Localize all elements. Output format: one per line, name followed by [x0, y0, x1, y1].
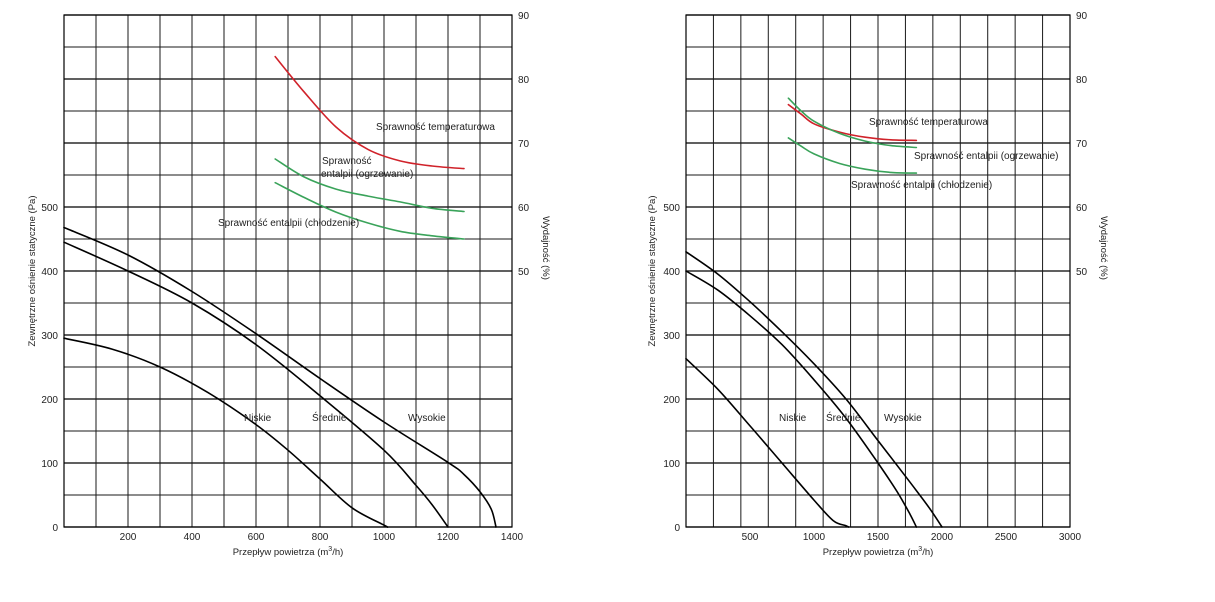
y-axis-label: Zewnętrzne ośnienie statyczne (Pa) [647, 195, 658, 346]
y2-tick-label: 70 [518, 139, 530, 150]
y-tick-label: 0 [674, 523, 680, 534]
axis-ticks: 500 1000 1500 2000 2500 3000 0 100 200 300 400 500 5… [663, 11, 1087, 543]
y-tick-label: 300 [663, 331, 680, 342]
label-niskie: Niskie [244, 413, 272, 424]
x-tick-label: 400 [184, 532, 201, 543]
pressure-curve-niskie [685, 357, 850, 528]
label-wysokie: Wysokie [884, 413, 922, 424]
y-tick-label: 0 [52, 523, 58, 534]
label-srednie: Średnie [312, 411, 347, 424]
y2-tick-label: 80 [1076, 75, 1088, 86]
x-tick-label: 3000 [1059, 532, 1082, 543]
x-axis-label: Przepływ powietrza (m3/h) [823, 546, 934, 558]
y2-tick-label: 60 [1076, 203, 1088, 214]
label-srednie: Średnie [826, 411, 861, 424]
y-tick-label: 300 [41, 331, 58, 342]
pressure-curve-wysokie [685, 251, 943, 528]
y2-tick-label: 90 [1076, 11, 1088, 22]
x-tick-label: 500 [742, 532, 759, 543]
label-ogrz-2: entalpii (ogrzewanie) [321, 169, 413, 180]
x-tick-label: 1000 [803, 532, 826, 543]
y2-tick-label: 60 [518, 203, 530, 214]
y-tick-label: 500 [663, 203, 680, 214]
efficiency-curve-0 [787, 103, 918, 142]
label-temp: Sprawność temperaturowa [869, 117, 988, 128]
x-tick-label: 1500 [867, 532, 890, 543]
label-temp: Sprawność temperaturowa [376, 122, 495, 133]
y-tick-label: 400 [663, 267, 680, 278]
label-wysokie: Wysokie [408, 413, 446, 424]
y2-axis-label: Wydajność (%) [540, 216, 551, 280]
x-tick-label: 2000 [931, 532, 954, 543]
y2-tick-label: 80 [518, 75, 530, 86]
y-axis-label: Zewnętrzne ośnienie statyczne (Pa) [27, 195, 38, 346]
efficiency-curve-2 [274, 181, 465, 240]
x-tick-label: 600 [248, 532, 265, 543]
y2-tick-label: 90 [518, 11, 530, 22]
x-axis-label: Przepływ powietrza (m3/h) [233, 546, 344, 558]
label-chl: Sprawność entalpii (chłodzenie) [851, 180, 992, 191]
x-tick-label: 200 [120, 532, 137, 543]
x-tick-label: 2500 [995, 532, 1018, 543]
y-tick-label: 100 [663, 459, 680, 470]
efficiency-curve-1 [787, 97, 918, 149]
y-tick-label: 400 [41, 267, 58, 278]
pressure-curve-rednie [685, 270, 918, 528]
x-tick-label: 800 [312, 532, 329, 543]
plot-frame [63, 14, 513, 528]
efficiency-curve-1 [274, 158, 465, 213]
chart-right: 500 1000 1500 2000 2500 3000 0 100 200 300 400 500 5… [647, 11, 1109, 558]
label-niskie: Niskie [779, 413, 807, 424]
y-tick-label: 200 [663, 395, 680, 406]
efficiency-curve-2 [787, 137, 918, 174]
label-ogrz-1: Sprawność [322, 156, 371, 167]
y2-tick-label: 50 [1076, 267, 1088, 278]
y-tick-label: 200 [41, 395, 58, 406]
y2-axis-label: Wydajność (%) [1098, 216, 1109, 280]
x-tick-label: 1400 [501, 532, 524, 543]
label-ogrz: Sprawność entalpii (ogrzewanie) [914, 151, 1059, 162]
pressure-curve-wysokie [63, 226, 497, 528]
pressure-curve-niskie [63, 337, 389, 528]
x-tick-label: 1000 [373, 532, 396, 543]
label-chl: Sprawność entalpii (chłodzenie) [218, 218, 359, 229]
curves [63, 55, 497, 528]
pressure-curve-rednie [63, 241, 449, 528]
y-tick-label: 100 [41, 459, 58, 470]
chart-left: 200 400 600 800 1000 1200 1400 0 100 200 300 400 500… [27, 11, 551, 558]
curves [685, 97, 943, 528]
y2-tick-label: 70 [1076, 139, 1088, 150]
grid [685, 14, 1071, 528]
x-tick-label: 1200 [437, 532, 460, 543]
y2-tick-label: 50 [518, 267, 530, 278]
efficiency-curve-0 [274, 55, 465, 170]
y-tick-label: 500 [41, 203, 58, 214]
axis-ticks: 200 400 600 800 1000 1200 1400 0 100 200 300 400 500… [41, 11, 529, 543]
